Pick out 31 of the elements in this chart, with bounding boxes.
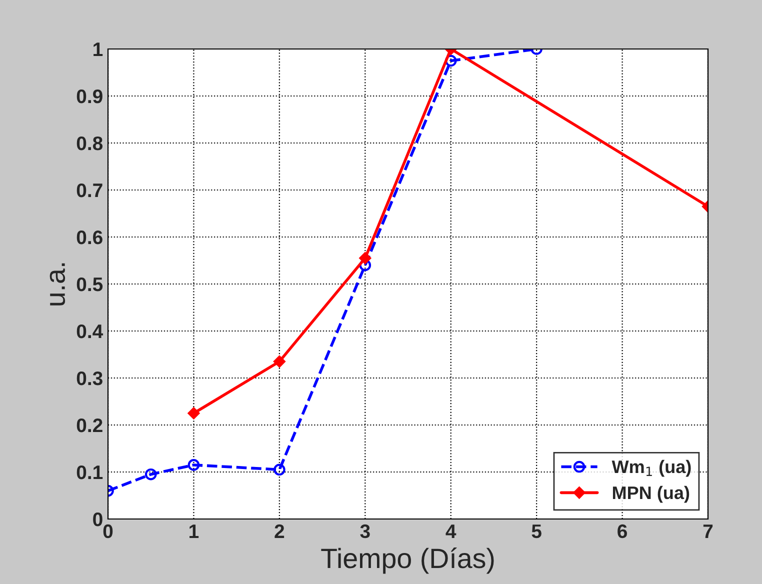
point xyxy=(359,252,372,264)
x-tick-label: 0 xyxy=(103,524,113,538)
point xyxy=(144,468,157,480)
x-tick-label: 1 xyxy=(190,524,199,538)
x-tick-label: 2 xyxy=(274,524,284,538)
y-tick-label: 0.8 xyxy=(76,136,103,150)
x-tick-label: 7 xyxy=(703,524,713,538)
point xyxy=(188,459,200,471)
legend-label: MPN (ua) xyxy=(612,486,690,503)
y-tick-label: 0 xyxy=(93,512,102,526)
y-tick-label: 0.5 xyxy=(76,277,103,292)
point xyxy=(274,464,286,476)
y-tick-label: 0.1 xyxy=(76,465,103,480)
y-tick-label: 1 xyxy=(94,42,103,56)
y-tick-label: 0.2 xyxy=(76,418,102,432)
x-axis-title: Tiempo (Días) xyxy=(321,548,494,574)
point xyxy=(359,259,372,272)
x-tick-label: 3 xyxy=(360,524,370,538)
point xyxy=(273,356,286,368)
y-tick-label: 0.4 xyxy=(76,324,104,338)
point xyxy=(188,407,200,420)
y-axis-title: u.a. xyxy=(50,263,66,306)
y-tick-label: 0.9 xyxy=(76,89,102,104)
x-tick-label: 4 xyxy=(446,524,456,538)
y-tick-label: 0.6 xyxy=(76,230,102,244)
y-tick-label: 0.3 xyxy=(76,371,102,386)
y-tick-label: 0.7 xyxy=(76,183,102,198)
point xyxy=(444,54,457,67)
x-tick-label: 5 xyxy=(532,524,542,538)
legend-label: Wm$_{1}$ (ua) xyxy=(612,460,691,477)
x-tick-label: 6 xyxy=(618,524,627,538)
